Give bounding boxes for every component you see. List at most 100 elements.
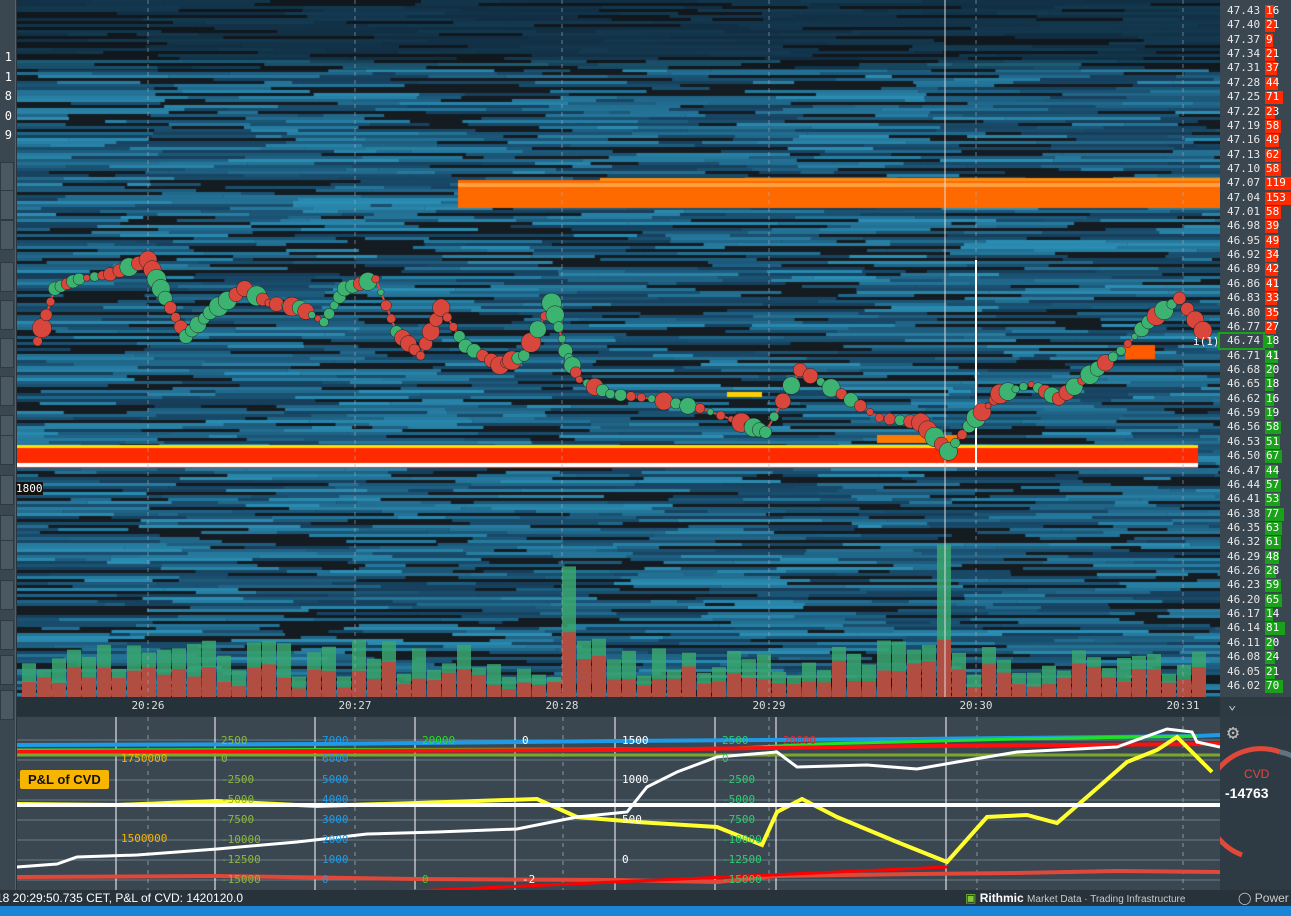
ladder-row[interactable]: 46.02 70 bbox=[1220, 679, 1291, 693]
volume-bar-sell bbox=[412, 678, 426, 697]
sidebar-button[interactable] bbox=[0, 655, 14, 685]
sidebar-button[interactable] bbox=[0, 475, 14, 505]
ladder-row[interactable]: 47.37 9 bbox=[1220, 33, 1291, 47]
ladder-volume-bar bbox=[1265, 378, 1274, 392]
ladder-row[interactable]: 46.29 48 bbox=[1220, 550, 1291, 564]
ladder-volume: 65 bbox=[1266, 592, 1280, 606]
ladder-row[interactable]: 46.95 49 bbox=[1220, 234, 1291, 248]
ladder-volume-bar bbox=[1265, 234, 1280, 248]
ladder-row[interactable]: 47.16 49 bbox=[1220, 133, 1291, 148]
volume-bar-sell bbox=[67, 667, 81, 697]
ladder-row[interactable]: 46.86 41 bbox=[1220, 277, 1291, 291]
ladder-volume: 18 bbox=[1266, 377, 1280, 391]
gear-icon[interactable]: ⚙ bbox=[1227, 720, 1240, 744]
ladder-volume: 49 bbox=[1266, 133, 1280, 147]
sidebar-button[interactable] bbox=[0, 620, 14, 650]
axis-label: 0 bbox=[522, 734, 529, 747]
sidebar-button[interactable] bbox=[0, 300, 14, 330]
ladder-collapse-chevron-icon[interactable]: ⌄ bbox=[1220, 697, 1291, 717]
sidebar-button[interactable] bbox=[0, 376, 14, 406]
ladder-row[interactable]: 46.17 14 bbox=[1220, 607, 1291, 622]
ladder-row[interactable]: 47.19 58 bbox=[1220, 119, 1291, 133]
ladder-row[interactable]: 46.26 28 bbox=[1220, 564, 1291, 579]
ladder-row[interactable]: 46.53 51 bbox=[1220, 435, 1291, 449]
trade-bubble bbox=[72, 272, 86, 286]
ladder-volume: 49 bbox=[1266, 233, 1280, 247]
sidebar-button[interactable] bbox=[0, 540, 14, 570]
ladder-row[interactable]: 46.62 16 bbox=[1220, 392, 1291, 406]
ladder-row[interactable]: 47.07 119 bbox=[1220, 176, 1291, 191]
ladder-row[interactable]: 46.44 57 bbox=[1220, 478, 1291, 492]
ladder-row[interactable]: 46.80 35 bbox=[1220, 306, 1291, 320]
ladder-row[interactable]: 46.92 34 bbox=[1220, 248, 1291, 263]
brand-name: Rithmic bbox=[979, 891, 1024, 905]
ladder-volume-bar bbox=[1265, 407, 1275, 421]
sidebar-button[interactable] bbox=[0, 190, 14, 220]
ladder-row[interactable]: 47.34 21 bbox=[1220, 47, 1291, 62]
ladder-row[interactable]: 46.50 67 bbox=[1220, 449, 1291, 464]
ladder-row[interactable]: 47.22 23 bbox=[1220, 105, 1291, 119]
ladder-price: 47.07 bbox=[1227, 176, 1261, 190]
ladder-row[interactable]: 46.38 77 bbox=[1220, 507, 1291, 521]
ladder-row[interactable]: 46.32 61 bbox=[1220, 535, 1291, 550]
rithmic-logo: ▣ Rithmic Market Data · Trading Infrastr… bbox=[965, 891, 1186, 905]
ladder-volume: 41 bbox=[1266, 276, 1280, 290]
sidebar-button[interactable] bbox=[0, 220, 14, 250]
sidebar-button[interactable] bbox=[0, 338, 14, 368]
volume-bar-sell bbox=[277, 677, 291, 697]
heatmap-canvas[interactable] bbox=[17, 0, 1220, 697]
ladder-row[interactable]: 46.98 39 bbox=[1220, 219, 1291, 234]
ladder-row[interactable]: 46.35 63 bbox=[1220, 521, 1291, 535]
volume-bar-sell bbox=[217, 682, 231, 697]
ladder-row[interactable]: 47.13 62 bbox=[1220, 148, 1291, 162]
ladder-row[interactable]: 46.59 19 bbox=[1220, 406, 1291, 421]
ladder-row[interactable]: 46.47 44 bbox=[1220, 464, 1291, 478]
ladder-row[interactable]: 46.23 59 bbox=[1220, 578, 1291, 593]
trade-bubble bbox=[1011, 385, 1020, 394]
ladder-price: 47.19 bbox=[1227, 118, 1261, 132]
price-ladder[interactable]: 47.43 16 47.40 21 47.37 9 47.34 21 47.31 37 47.28 4… bbox=[1218, 0, 1291, 697]
ladder-row[interactable]: 46.71 41 bbox=[1220, 349, 1291, 363]
ladder-row[interactable]: 46.74 18 bbox=[1218, 332, 1279, 351]
sidebar-button[interactable] bbox=[0, 262, 14, 292]
sidebar-button[interactable] bbox=[0, 690, 14, 720]
sidebar-button[interactable] bbox=[0, 435, 14, 465]
ladder-price: 47.31 bbox=[1227, 61, 1261, 75]
volume-bar-sell bbox=[892, 671, 906, 697]
ladder-row[interactable]: 47.04 153 bbox=[1220, 191, 1291, 205]
ladder-volume: 63 bbox=[1266, 520, 1280, 534]
ladder-row[interactable]: 47.10 58 bbox=[1220, 162, 1291, 176]
trade-bubble bbox=[307, 311, 316, 319]
ladder-row[interactable]: 47.40 21 bbox=[1220, 18, 1291, 33]
ladder-row[interactable]: 46.89 42 bbox=[1220, 262, 1291, 277]
ladder-row[interactable]: 47.28 44 bbox=[1220, 76, 1291, 90]
trade-bubble bbox=[769, 411, 780, 422]
ladder-row[interactable]: 46.05 21 bbox=[1220, 665, 1291, 679]
ladder-row[interactable]: 46.65 18 bbox=[1220, 377, 1291, 392]
ladder-row[interactable]: 47.01 58 bbox=[1220, 205, 1291, 220]
volume-bar-sell bbox=[967, 686, 981, 697]
sidebar-value: 9 bbox=[4, 128, 12, 142]
ladder-row[interactable]: 46.11 20 bbox=[1220, 636, 1291, 650]
trade-bubble bbox=[679, 397, 697, 415]
ladder-row[interactable]: 47.31 37 bbox=[1220, 61, 1291, 76]
volume-bar-sell bbox=[157, 674, 171, 697]
sidebar-button[interactable] bbox=[0, 162, 14, 192]
ladder-row[interactable]: 47.25 71 bbox=[1220, 90, 1291, 105]
ladder-row[interactable]: 46.14 81 bbox=[1220, 621, 1291, 636]
ladder-row[interactable]: 46.83 33 bbox=[1220, 291, 1291, 306]
axis-label: -12500 bbox=[722, 853, 762, 866]
indicator-title-badge[interactable]: P&L of CVD bbox=[20, 770, 109, 789]
trade-bubble bbox=[46, 297, 56, 307]
ladder-row[interactable]: 46.08 24 bbox=[1220, 650, 1291, 665]
ladder-row[interactable]: 46.56 58 bbox=[1220, 420, 1291, 435]
ladder-row[interactable]: 46.20 65 bbox=[1220, 593, 1291, 607]
ladder-row[interactable]: 46.41 53 bbox=[1220, 492, 1291, 507]
sidebar-button[interactable] bbox=[0, 580, 14, 610]
time-axis[interactable]: 20:26 20:27 20:28 20:29 20:30 20:31 bbox=[17, 697, 1220, 716]
ladder-row[interactable]: 47.43 16 bbox=[1220, 4, 1291, 18]
ladder-row[interactable]: 46.77 27 bbox=[1220, 320, 1291, 334]
indicator-panel[interactable]: 1750000 1500000 2500 0 -2500 -5000 -7500 -10000… bbox=[17, 717, 1220, 890]
volume-bar-sell bbox=[127, 670, 141, 697]
ladder-row[interactable]: 46.68 20 bbox=[1220, 363, 1291, 377]
